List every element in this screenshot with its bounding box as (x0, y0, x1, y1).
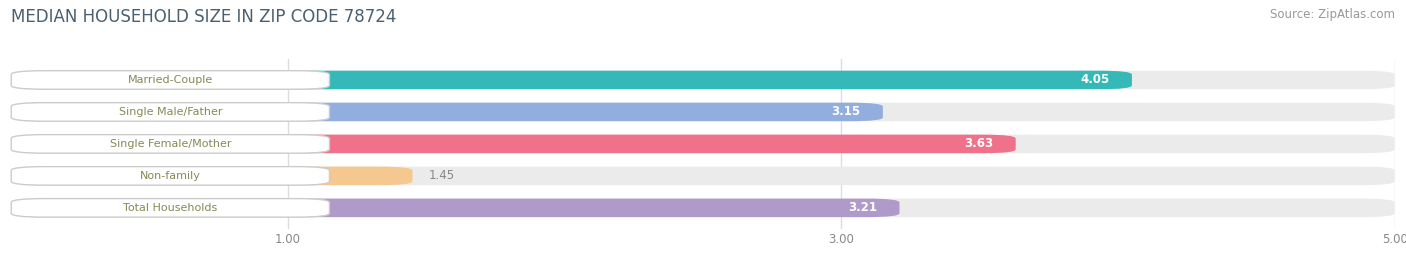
FancyBboxPatch shape (11, 167, 412, 185)
Text: 4.05: 4.05 (1080, 73, 1109, 86)
FancyBboxPatch shape (11, 103, 883, 121)
Text: Non-family: Non-family (141, 171, 201, 181)
FancyBboxPatch shape (11, 103, 1395, 121)
FancyBboxPatch shape (11, 103, 329, 121)
FancyBboxPatch shape (11, 199, 1395, 217)
FancyBboxPatch shape (11, 167, 1395, 185)
FancyBboxPatch shape (11, 135, 1015, 153)
Text: Single Male/Father: Single Male/Father (118, 107, 222, 117)
FancyBboxPatch shape (11, 135, 1395, 153)
Text: 3.21: 3.21 (848, 201, 877, 214)
Text: 1.45: 1.45 (429, 169, 456, 182)
Text: Total Households: Total Households (124, 203, 218, 213)
Text: Married-Couple: Married-Couple (128, 75, 212, 85)
Text: 3.15: 3.15 (831, 105, 860, 118)
Text: Source: ZipAtlas.com: Source: ZipAtlas.com (1270, 8, 1395, 21)
FancyBboxPatch shape (11, 71, 329, 89)
FancyBboxPatch shape (11, 199, 900, 217)
Text: MEDIAN HOUSEHOLD SIZE IN ZIP CODE 78724: MEDIAN HOUSEHOLD SIZE IN ZIP CODE 78724 (11, 8, 396, 26)
FancyBboxPatch shape (11, 71, 1395, 89)
Text: 3.63: 3.63 (965, 137, 994, 150)
FancyBboxPatch shape (11, 135, 329, 153)
FancyBboxPatch shape (11, 199, 329, 217)
Text: Single Female/Mother: Single Female/Mother (110, 139, 231, 149)
FancyBboxPatch shape (11, 167, 329, 185)
FancyBboxPatch shape (11, 71, 1132, 89)
